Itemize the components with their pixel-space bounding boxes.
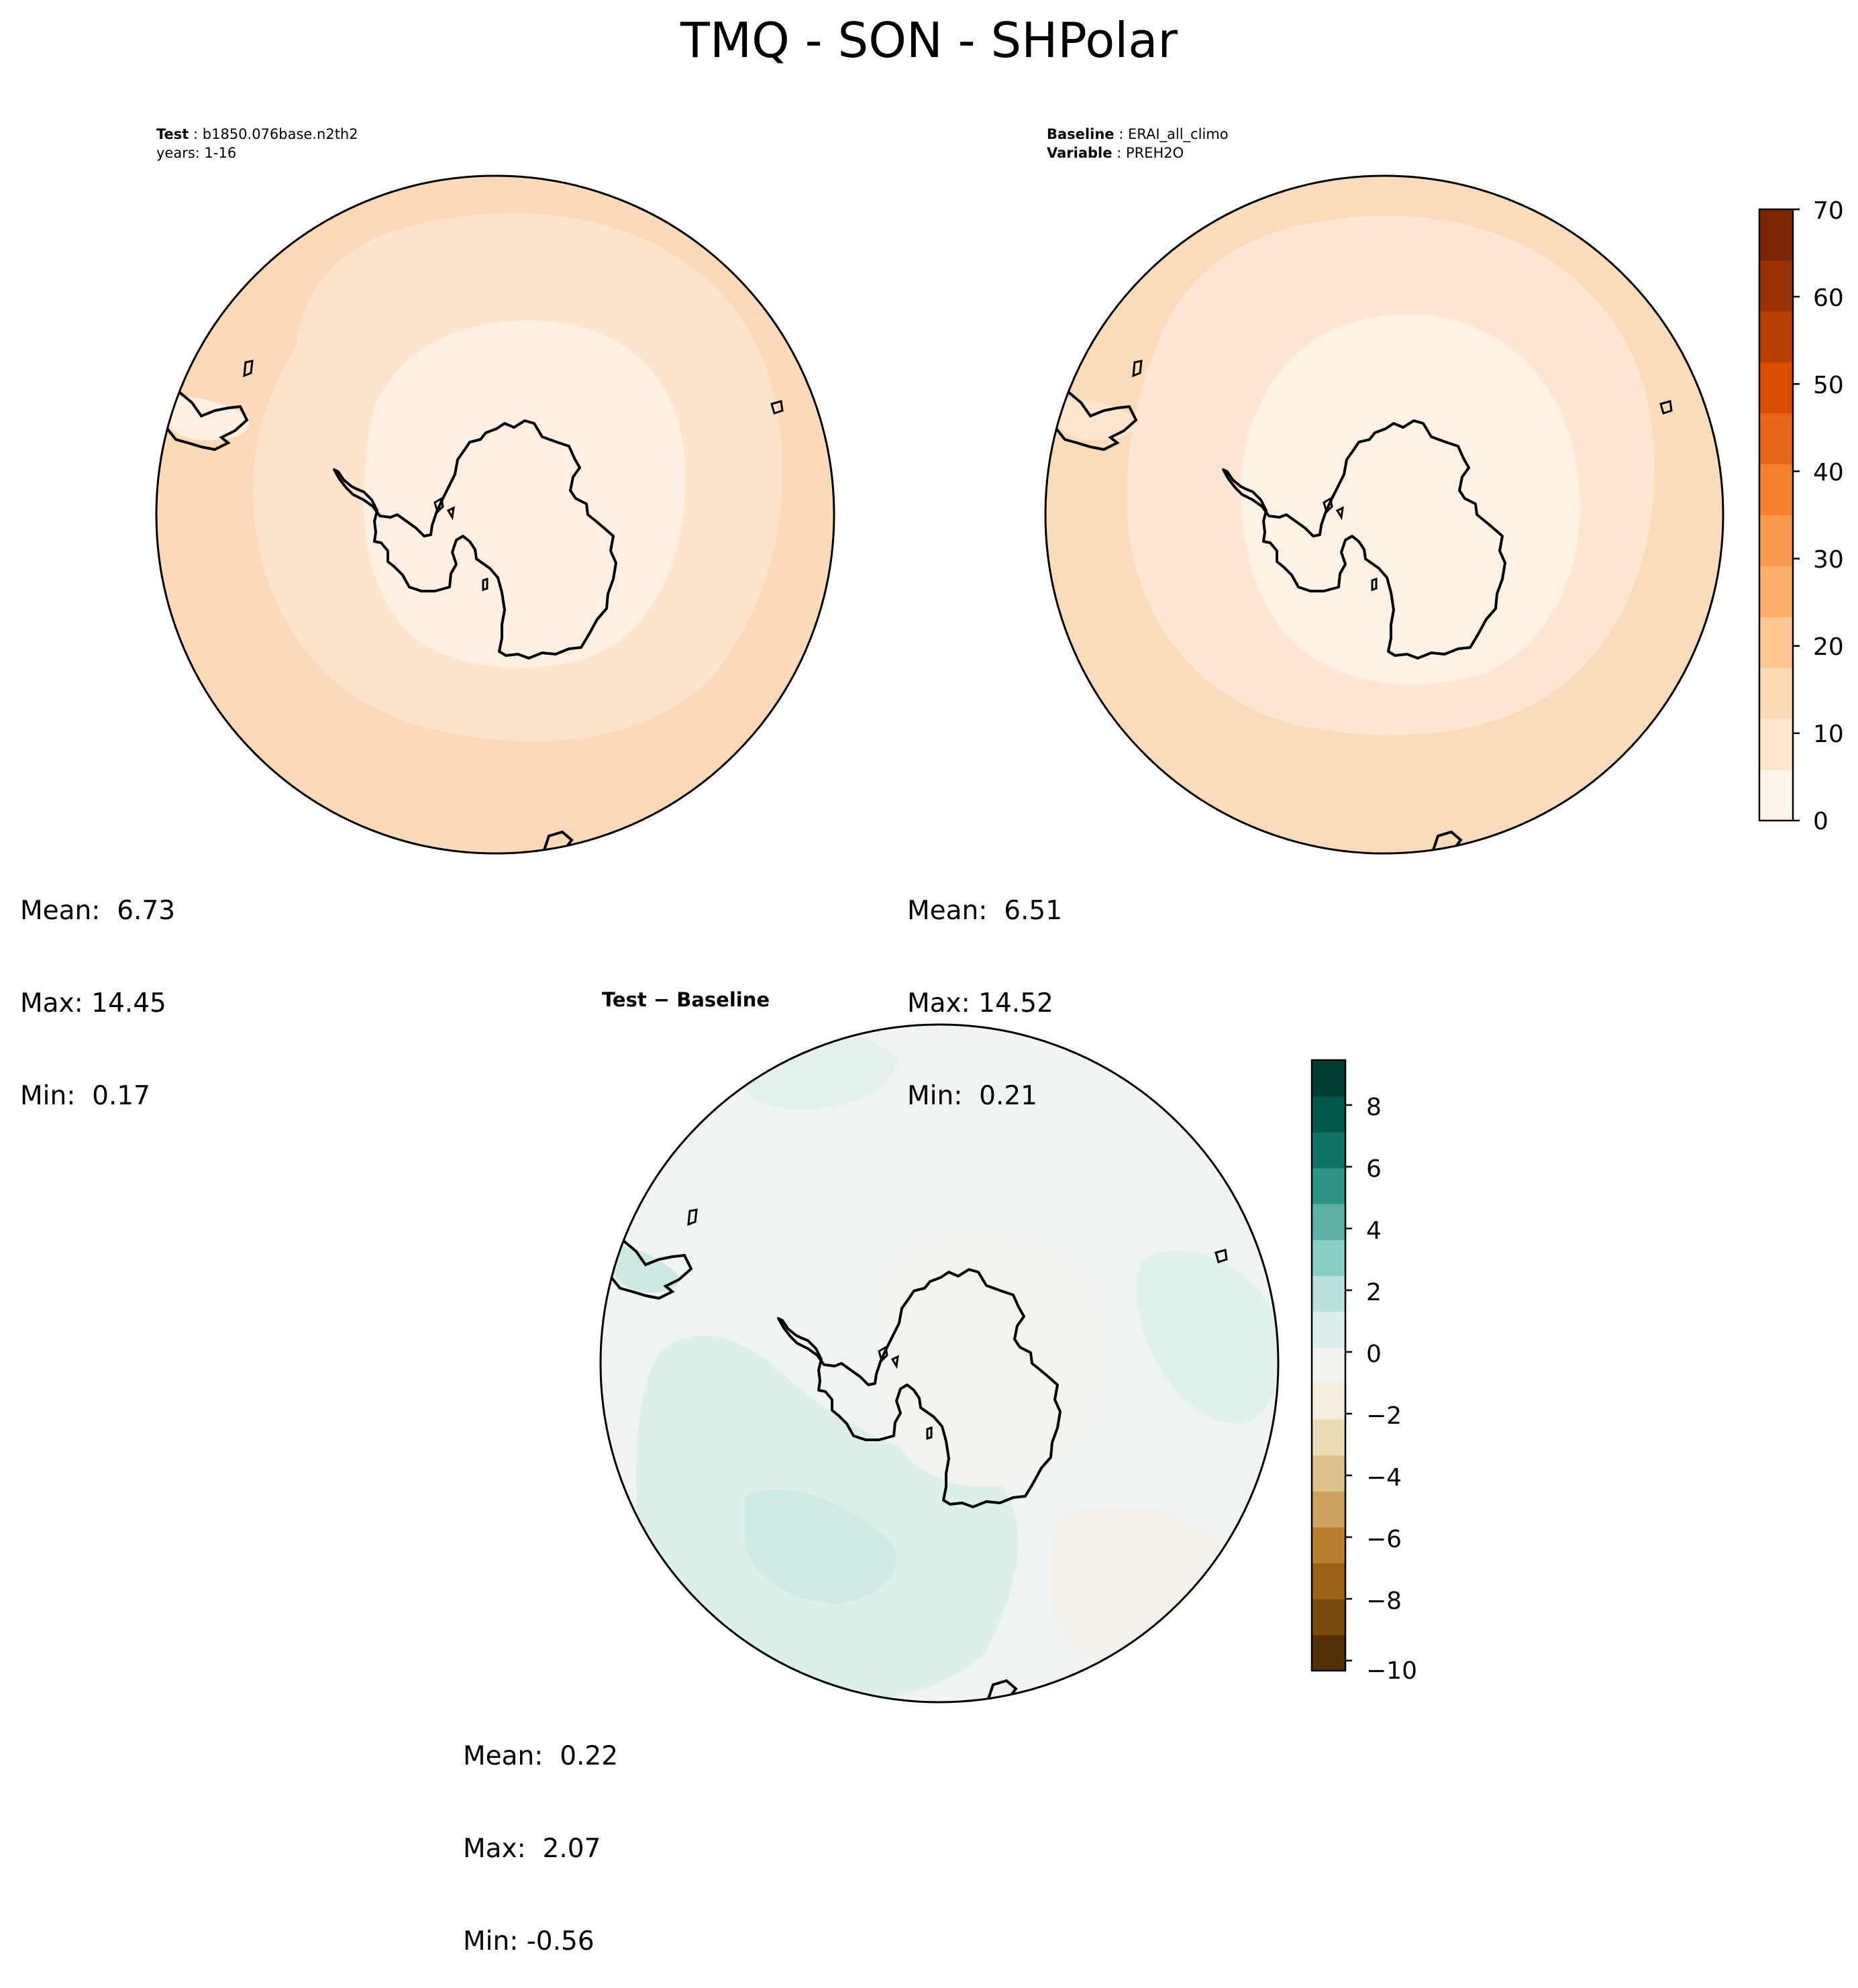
cbar-diff-segment	[1312, 1598, 1345, 1636]
diff-map-boundary	[599, 1023, 1280, 1704]
diff-max: Max: 2.07	[463, 1834, 601, 1864]
diff-panel-title: Test − Baseline	[602, 988, 770, 1011]
figure-canvas: 70 60 50 40 30 20 10 0 8 6 4 2 0 −2 −4 −…	[155, 174, 1844, 1704]
diff-kerguelen	[1215, 1249, 1228, 1263]
cbar-diff-tick-label: −4	[1366, 1464, 1402, 1492]
cbar-diff-tick-label: 8	[1366, 1094, 1382, 1121]
diff-south-america-coast	[603, 1228, 693, 1300]
cbar-diff-tick-label: 6	[1366, 1155, 1382, 1183]
cbar-main-tick-label: 10	[1813, 721, 1844, 748]
test-info: Test : b1850.076base.n2th2 years: 1-16	[156, 126, 358, 161]
cbar-diff-tick-label: 4	[1366, 1217, 1382, 1245]
cbar-diff-segment	[1312, 1096, 1345, 1133]
diff-falklands	[687, 1208, 698, 1226]
baseline-falklands	[1132, 360, 1143, 378]
cbar-diff-tick-label: −8	[1366, 1587, 1402, 1615]
diff-field-positive-patagonia	[604, 1246, 679, 1293]
test-min: Min: 0.17	[20, 1081, 150, 1111]
diff-min: Min: -0.56	[463, 1926, 595, 1956]
cbar-main-segment	[1759, 260, 1793, 312]
cbar-main-segment	[1759, 362, 1793, 414]
cbar-main-segment	[1759, 770, 1793, 821]
cbar-main-frame	[1758, 208, 1794, 822]
cbar-diff-tick-label: −6	[1366, 1526, 1402, 1553]
cbar-diff-frame	[1310, 1059, 1347, 1672]
baseline-case-name: ERAI_all_climo	[1127, 126, 1229, 142]
cbar-main-segment	[1759, 566, 1793, 617]
cbar-main-segment	[1759, 464, 1793, 516]
cbar-diff-segment	[1312, 1634, 1345, 1671]
colorbar-diff	[1310, 1059, 1352, 1672]
baseline-kerguelen	[1659, 400, 1673, 415]
cbar-main-segment	[1759, 719, 1793, 770]
baseline-min: Min: 0.21	[907, 1081, 1037, 1111]
cbar-main-tick-label: 60	[1813, 284, 1844, 312]
cbar-diff-tick-label: 2	[1366, 1279, 1382, 1306]
cbar-diff-segment	[1312, 1455, 1345, 1492]
diff-mean: Mean: 0.22	[463, 1741, 619, 1771]
cbar-main-tick-label: 40	[1813, 459, 1844, 486]
diff-field-positive-core	[745, 1489, 896, 1604]
test-mean: Mean: 6.73	[20, 896, 176, 926]
baseline-south-america-coast	[1048, 380, 1138, 452]
cbar-main-segment	[1759, 617, 1793, 668]
test-stats: Mean: 6.73 Max: 14.45 Min: 0.17	[20, 834, 175, 1143]
cbar-main-segment	[1759, 311, 1793, 363]
baseline-stats: Mean: 6.51 Max: 14.52 Min: 0.21	[907, 834, 1062, 1143]
diff-field-antarctic-interior	[877, 1235, 1104, 1487]
baseline-label: Baseline	[1047, 126, 1115, 142]
cbar-diff-segment	[1312, 1563, 1345, 1600]
test-field-inner	[363, 320, 686, 668]
figure-title: TMQ - SON - SHPolar	[680, 12, 1178, 68]
diff-map	[599, 1023, 1280, 1704]
cbar-diff-segment	[1312, 1167, 1345, 1204]
baseline-mean: Mean: 6.51	[907, 896, 1063, 926]
cbar-diff-segment	[1312, 1347, 1345, 1384]
cbar-diff-segment	[1312, 1060, 1345, 1097]
cbar-diff-tick-label: 0	[1366, 1341, 1382, 1368]
test-case-name: b1850.076base.n2th2	[202, 126, 358, 142]
cbar-main-tick-label: 70	[1813, 197, 1844, 225]
variable-name: PREH2O	[1125, 145, 1184, 161]
cbar-main-tick-label: 50	[1813, 372, 1844, 399]
cbar-diff-segment	[1312, 1132, 1345, 1169]
test-map-boundary	[155, 174, 835, 855]
test-falklands	[243, 360, 254, 378]
cbar-main-segment	[1759, 209, 1793, 261]
baseline-map	[1044, 174, 1724, 855]
baseline-map-boundary	[1044, 174, 1724, 855]
test-label: Test	[156, 126, 189, 142]
colorbar-main	[1758, 208, 1800, 822]
variable-label: Variable	[1047, 145, 1113, 161]
cbar-main-tick-label: 30	[1813, 546, 1844, 574]
diff-field-positive-east	[1136, 1251, 1278, 1424]
test-max: Max: 14.45	[20, 988, 166, 1018]
cbar-main-segment	[1759, 668, 1793, 719]
cbar-diff-segment	[1312, 1491, 1345, 1528]
cbar-diff-segment	[1312, 1526, 1345, 1564]
diff-field-negative-southeast	[1052, 1506, 1227, 1668]
cbar-main-tick-label: 0	[1813, 808, 1828, 835]
diff-stats: Mean: 0.22 Max: 2.07 Min: -0.56	[463, 1679, 618, 1988]
baseline-info: Baseline : ERAI_all_climo Variable : PRE…	[1047, 126, 1229, 161]
test-south-america-coast	[159, 380, 249, 452]
baseline-field-inner	[1241, 314, 1580, 685]
cbar-diff-segment	[1312, 1311, 1345, 1348]
cbar-main-segment	[1759, 515, 1793, 567]
test-kerguelen	[770, 400, 784, 415]
cbar-diff-segment	[1312, 1204, 1345, 1241]
cbar-main-tick-label: 20	[1813, 633, 1844, 661]
cbar-diff-tick-label: −2	[1366, 1402, 1402, 1430]
baseline-max: Max: 14.52	[907, 988, 1053, 1018]
cbar-diff-segment	[1312, 1383, 1345, 1420]
cbar-diff-segment	[1312, 1239, 1345, 1276]
cbar-diff-tick-label: −10	[1366, 1657, 1417, 1685]
cbar-diff-segment	[1312, 1419, 1345, 1456]
test-map	[155, 174, 835, 855]
test-years: years: 1-16	[156, 145, 237, 161]
cbar-main-segment	[1759, 413, 1793, 465]
cbar-diff-segment	[1312, 1275, 1345, 1312]
